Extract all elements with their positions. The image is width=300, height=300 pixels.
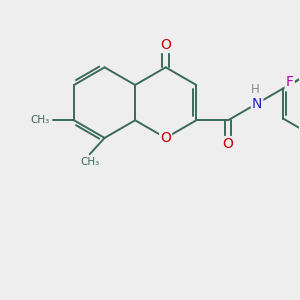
Text: O: O	[160, 38, 171, 52]
Text: O: O	[160, 131, 171, 145]
Text: N: N	[252, 97, 262, 110]
Text: CH₃: CH₃	[80, 157, 99, 167]
Text: F: F	[286, 75, 294, 89]
Text: H: H	[251, 83, 260, 96]
Text: O: O	[223, 137, 233, 151]
Text: CH₃: CH₃	[30, 115, 50, 125]
